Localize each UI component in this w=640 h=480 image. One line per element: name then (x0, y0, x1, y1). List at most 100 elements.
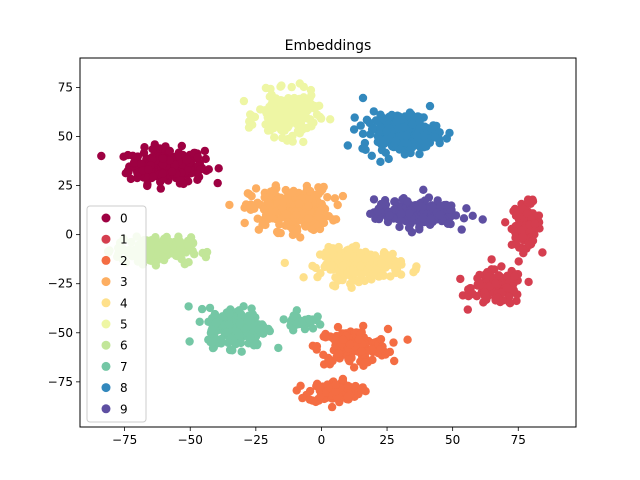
series-1-point (494, 271, 503, 280)
series-9-point (397, 209, 406, 219)
series-8-point (399, 123, 408, 132)
series-4-point (371, 265, 381, 275)
series-3-point (292, 226, 302, 236)
series-4-point (342, 251, 351, 261)
series-4-point (308, 261, 317, 271)
series-4-point (316, 269, 325, 278)
series-7-point (184, 302, 193, 311)
series-1-point (491, 279, 500, 288)
y-tick-label: −50 (48, 326, 73, 340)
series-9-point (396, 215, 406, 225)
series-5-point (299, 137, 308, 147)
series-0-point (167, 167, 177, 176)
series-7-point (185, 337, 194, 346)
legend-label-0: 0 (120, 212, 128, 226)
series-7-point (225, 345, 235, 355)
series-0-point (193, 175, 202, 184)
series-2-point (296, 381, 305, 390)
series-4-point (361, 254, 370, 263)
series-6-point (147, 239, 156, 248)
series-5-points (239, 79, 335, 147)
series-5-point (303, 104, 312, 114)
series-3-point (304, 201, 313, 211)
series-2-point (334, 349, 343, 358)
series-7-point (208, 337, 217, 347)
series-1-point (491, 294, 500, 303)
series-4-point (351, 241, 361, 251)
series-8-point (408, 120, 417, 129)
series-3-point (281, 209, 291, 219)
series-5-point (293, 114, 303, 123)
series-1-point (538, 248, 547, 257)
series-2-point (298, 393, 307, 403)
series-1-point (468, 289, 477, 299)
series-0-points (97, 140, 223, 193)
series-3-point (301, 222, 310, 231)
series-0-point (158, 169, 167, 178)
series-4-point (396, 270, 406, 279)
plot-frame (79, 57, 577, 428)
series-7-point (297, 318, 307, 327)
series-2-point (359, 321, 368, 331)
series-2-point (321, 333, 330, 342)
series-2-point (349, 363, 359, 372)
series-6-point (198, 248, 207, 258)
legend-marker-5 (101, 319, 111, 329)
series-5-point (293, 126, 303, 136)
series-7-point (246, 333, 255, 343)
series-9-point (417, 202, 427, 212)
series-1-point (525, 240, 535, 249)
series-6-point (177, 255, 186, 264)
series-6-point (158, 243, 168, 253)
series-3-point (296, 233, 305, 242)
series-0-point (148, 172, 158, 181)
series-8-point (358, 93, 368, 103)
series-3-point (316, 187, 325, 196)
series-9-point (403, 197, 412, 206)
legend-box (86, 205, 147, 423)
legend-marker-1 (101, 234, 111, 244)
series-7-point (235, 318, 245, 328)
series-8-point (349, 125, 359, 134)
series-7-point (225, 309, 234, 318)
series-3-point (254, 225, 263, 234)
series-7-point (237, 347, 246, 356)
legend-marker-7 (101, 361, 111, 371)
series-5-point (280, 126, 289, 135)
series-8-point (350, 113, 359, 122)
series-5-point (267, 118, 276, 128)
series-3-point (323, 193, 332, 202)
series-4-point (354, 277, 363, 287)
series-9-point (395, 222, 404, 232)
series-2-point (389, 338, 398, 347)
series-9-point (385, 211, 394, 220)
series-4-point (321, 251, 330, 260)
series-8-point (415, 118, 424, 127)
legend-label-8: 8 (120, 381, 128, 395)
series-0-point (156, 184, 165, 193)
series-5-point (295, 94, 304, 104)
series-0-point (124, 167, 133, 177)
legend-label-6: 6 (120, 339, 128, 353)
series-9-point (424, 193, 434, 202)
series-2-points (292, 321, 412, 412)
series-2-point (354, 335, 364, 344)
series-3-point (315, 212, 324, 221)
series-3-point (316, 205, 325, 215)
series-2-point (345, 340, 355, 349)
series-9-point (462, 204, 471, 213)
series-8-point (419, 131, 428, 141)
series-1-point (509, 286, 518, 295)
series-7-point (244, 316, 253, 325)
series-2-point (333, 322, 343, 332)
series-9-point (404, 223, 414, 233)
legend-marker-3 (101, 277, 111, 287)
x-axis: −75 −50 −25 0 25 50 75 (112, 427, 526, 447)
series-3-point (330, 194, 340, 203)
series-0-point (214, 164, 223, 173)
x-tick-label: −50 (178, 433, 203, 447)
series-0-point (200, 146, 210, 156)
series-6-point (181, 248, 191, 257)
series-0-point (143, 181, 152, 191)
series-1-point (501, 218, 510, 227)
